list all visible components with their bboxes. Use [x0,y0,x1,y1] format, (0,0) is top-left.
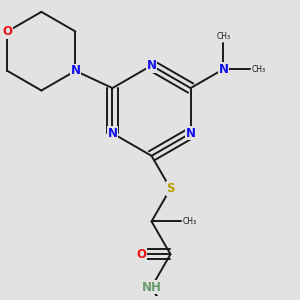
Text: CH₃: CH₃ [182,217,196,226]
Text: S: S [166,182,175,195]
Text: O: O [2,25,12,38]
Text: N: N [186,127,196,140]
Text: N: N [218,63,229,76]
Text: CH₃: CH₃ [251,64,265,74]
Text: N: N [146,59,157,72]
Text: O: O [136,248,146,261]
Text: N: N [70,64,80,77]
Text: N: N [107,127,117,140]
Text: NH: NH [142,280,161,293]
Text: CH₃: CH₃ [216,32,230,41]
